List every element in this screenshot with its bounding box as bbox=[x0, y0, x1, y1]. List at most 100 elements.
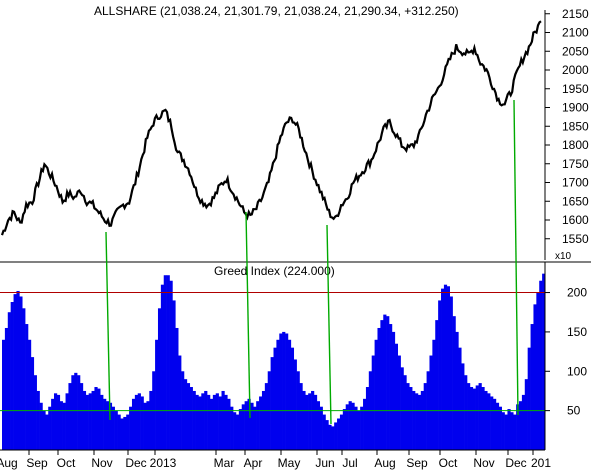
greed-bar bbox=[149, 390, 153, 450]
price-y-tick-label: 2000 bbox=[562, 63, 589, 77]
greed-bar bbox=[175, 327, 179, 450]
greed-bar bbox=[253, 406, 257, 450]
greed-bar bbox=[394, 343, 398, 450]
greed-bar bbox=[305, 394, 309, 450]
greed-bar bbox=[79, 383, 84, 450]
greed-bar bbox=[432, 339, 436, 450]
greed-bar bbox=[478, 383, 482, 450]
time-tick-label: 201 bbox=[531, 456, 551, 470]
greed-bar bbox=[36, 390, 40, 450]
greed-bar bbox=[513, 414, 517, 450]
greed-bar bbox=[276, 339, 280, 450]
greed-bar bbox=[441, 288, 445, 450]
greed-bar bbox=[348, 401, 352, 450]
greed-bar bbox=[209, 398, 214, 450]
greed-bar bbox=[230, 406, 234, 450]
greed-bar bbox=[527, 347, 531, 450]
time-tick-label: Oct bbox=[57, 456, 76, 470]
time-tick-label: Nov bbox=[473, 456, 494, 470]
price-panel: ALLSHARE (21,038.24, 21,301.79, 21,038.2… bbox=[0, 4, 589, 262]
greed-bar bbox=[377, 327, 381, 450]
greed-bar bbox=[287, 339, 292, 450]
price-y-tick-label: 1650 bbox=[562, 194, 589, 208]
greed-bar bbox=[235, 414, 240, 450]
greed-bar bbox=[536, 292, 540, 450]
greed-bar bbox=[51, 398, 55, 450]
price-series-line bbox=[0, 20, 542, 236]
time-tick-label: May bbox=[278, 456, 301, 470]
greed-bar bbox=[53, 393, 58, 450]
time-tick-label: Apr bbox=[244, 456, 263, 470]
greed-bar bbox=[19, 296, 23, 450]
guide-line bbox=[105, 231, 111, 421]
greed-bar bbox=[91, 390, 95, 450]
greed-bar bbox=[137, 393, 141, 450]
time-tick-label: 2013 bbox=[150, 456, 177, 470]
greed-bar bbox=[539, 280, 543, 450]
greed-bar bbox=[114, 410, 118, 450]
greed-bar bbox=[533, 304, 537, 450]
greed-bar bbox=[516, 404, 520, 450]
greed-bar bbox=[192, 390, 196, 450]
time-tick-label: Oct bbox=[439, 456, 458, 470]
greed-bar bbox=[259, 396, 263, 450]
greed-bar bbox=[319, 406, 323, 450]
price-y-tick-label: 2100 bbox=[562, 26, 589, 40]
greed-y-axis: 50 100 150 200 bbox=[544, 262, 587, 450]
greed-bar bbox=[82, 390, 87, 450]
greed-bar bbox=[68, 383, 72, 450]
greed-bar bbox=[224, 394, 228, 450]
greed-panel: Greed Index (224.000) 50 100 150 200 bbox=[0, 262, 587, 450]
price-y-tick-label: 1700 bbox=[562, 176, 589, 190]
greed-bar bbox=[207, 394, 211, 450]
greed-bar bbox=[198, 396, 202, 450]
greed-bar bbox=[94, 387, 98, 450]
greed-bar bbox=[120, 418, 124, 450]
greed-bar bbox=[507, 409, 511, 450]
time-tick-label: Mar bbox=[214, 456, 235, 470]
greed-bar bbox=[74, 372, 78, 450]
greed-bar bbox=[59, 401, 63, 450]
greed-bar bbox=[117, 414, 121, 450]
greed-bar bbox=[126, 414, 130, 450]
greed-bar bbox=[105, 401, 110, 450]
greed-bar bbox=[189, 387, 193, 450]
greed-bar bbox=[339, 414, 344, 450]
greed-bar bbox=[438, 300, 442, 450]
greed-bar bbox=[449, 296, 453, 450]
greed-bar bbox=[244, 401, 248, 450]
price-y-tick-label: 1800 bbox=[562, 138, 589, 152]
greed-bar bbox=[103, 398, 107, 450]
price-chart-title: ALLSHARE (21,038.24, 21,301.79, 21,038.2… bbox=[94, 4, 459, 18]
greed-bar bbox=[415, 393, 419, 450]
greed-bar bbox=[313, 394, 318, 450]
greed-bar bbox=[345, 404, 349, 450]
greed-bar bbox=[423, 383, 427, 450]
greed-bar bbox=[357, 410, 361, 450]
greed-bars bbox=[2, 273, 546, 450]
greed-bar bbox=[45, 414, 49, 450]
greed-bar bbox=[334, 422, 338, 450]
greed-bar bbox=[342, 409, 347, 450]
greed-bar bbox=[308, 393, 312, 450]
greed-bar bbox=[406, 383, 410, 450]
greed-bar bbox=[279, 333, 283, 450]
greed-bar bbox=[360, 406, 364, 450]
greed-bar bbox=[186, 383, 191, 450]
greed-bar bbox=[420, 390, 424, 450]
greed-bar bbox=[155, 339, 159, 450]
greed-bar bbox=[524, 379, 528, 450]
greed-bar bbox=[2, 339, 6, 450]
greed-y-tick-label: 200 bbox=[567, 286, 587, 300]
greed-bar bbox=[464, 375, 468, 450]
greed-bar bbox=[510, 412, 514, 450]
greed-bar bbox=[163, 275, 167, 450]
greed-bar bbox=[10, 302, 14, 450]
greed-bar bbox=[495, 402, 500, 450]
greed-bar bbox=[403, 375, 407, 450]
time-tick-label: Aug bbox=[374, 456, 395, 470]
greed-bar bbox=[233, 412, 237, 450]
greed-bar bbox=[409, 387, 413, 450]
greed-bar bbox=[218, 396, 222, 450]
greed-bar bbox=[215, 393, 219, 450]
